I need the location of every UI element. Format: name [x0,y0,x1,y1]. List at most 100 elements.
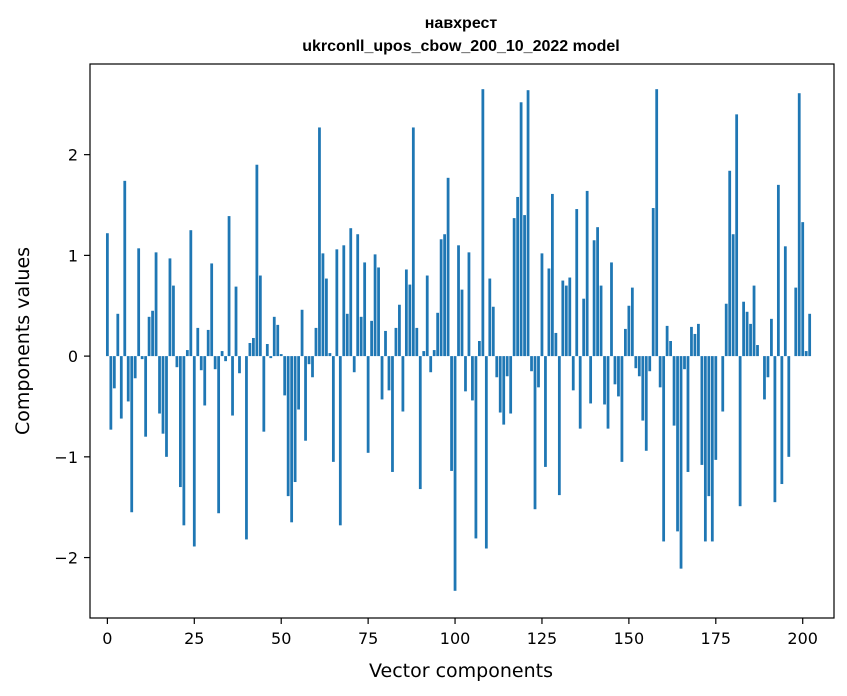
bar [742,301,745,357]
bar [203,356,207,406]
bar [151,310,154,357]
bar [641,356,645,421]
bar [745,311,749,357]
bar [471,356,474,401]
bar [801,222,805,357]
bar [345,313,349,357]
bar [258,275,262,357]
bar [185,350,189,357]
x-axis-ticks: 0 25 50 75 100 125 150 175 200 [102,618,818,648]
bar [262,356,266,432]
x-tick-label: 50 [271,629,291,648]
bar [220,351,224,357]
x-axis-label: Vector components [369,660,553,682]
bar [582,298,586,357]
bar [467,252,471,357]
bar [112,356,116,389]
bar [679,356,683,569]
bar [300,309,304,357]
chart-subtitle: ukrconll_upos_cbow_200_10_2022 model [302,38,619,55]
bar [290,356,294,523]
bar [780,356,784,485]
bar [265,344,269,357]
bar [255,164,259,357]
bar [610,262,613,357]
bar [686,356,690,472]
bars-group [105,89,812,591]
bar [603,356,606,405]
bar [199,356,203,371]
bar [276,324,280,357]
bar [731,234,735,357]
bar [321,253,325,357]
bar [366,356,370,453]
bar [547,268,551,357]
bar [624,328,627,357]
bar [756,345,759,357]
bar [130,356,134,513]
bar [123,180,127,357]
bar [328,353,332,357]
bar [589,356,593,404]
bar [338,356,342,526]
bar [571,356,575,391]
bar [439,239,443,357]
y-tick-label: −1 [54,448,78,467]
bar [676,356,679,532]
bar [105,233,109,357]
bar [165,356,168,457]
y-axis-label: Components values [12,247,34,435]
bar [192,356,196,547]
bar [411,127,415,357]
bar [175,356,179,368]
bar [662,356,666,542]
bar [526,90,530,357]
chart-title: навхрест [425,15,498,32]
bar [599,285,603,357]
bar [227,216,231,357]
y-tick-label: 2 [68,146,78,165]
bar [335,249,339,357]
bar [509,356,513,414]
bar [721,356,725,412]
bar [377,267,380,357]
bar [498,356,502,413]
bar [783,246,787,357]
bar [158,356,161,414]
x-tick-label: 200 [787,629,818,648]
bar [665,325,669,357]
bar [481,89,485,357]
bar [311,356,314,378]
bar [245,356,248,540]
bar [283,356,287,396]
x-tick-label: 100 [440,629,471,648]
bar [630,287,634,357]
bar [491,306,495,357]
y-tick-label: 0 [68,347,78,366]
bar [766,356,770,378]
bar [672,356,676,426]
bar [606,356,610,429]
bar [446,177,450,357]
bar [349,228,353,357]
bar [443,234,447,357]
bar [655,89,659,357]
bar [325,278,328,357]
bar [752,285,756,357]
x-tick-label: 150 [614,629,645,648]
bar [248,343,252,357]
bar [557,356,561,496]
bar [592,240,596,357]
bar [119,356,123,419]
bar [484,356,488,549]
bar [637,356,641,377]
bar [126,356,130,402]
bar [533,356,537,510]
bar [140,356,144,360]
bar [224,356,227,362]
bar [502,356,506,425]
x-tick-label: 175 [701,629,732,648]
bar [697,323,700,357]
x-tick-label: 125 [527,629,558,648]
bar [297,356,300,410]
